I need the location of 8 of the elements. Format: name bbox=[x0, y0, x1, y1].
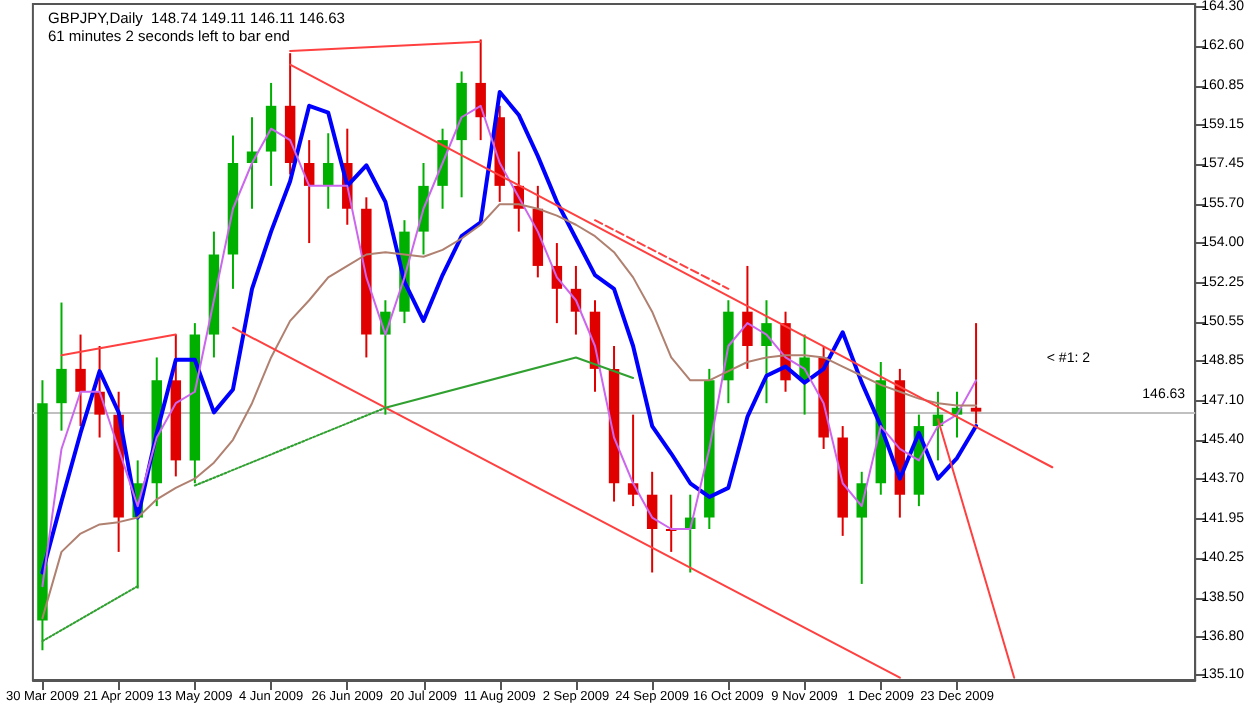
candlestick bbox=[970, 322, 982, 425]
candlestick bbox=[742, 264, 753, 370]
candlestick bbox=[418, 161, 429, 256]
candlestick bbox=[761, 299, 772, 405]
candlestick bbox=[56, 301, 67, 432]
candlestick bbox=[475, 38, 486, 142]
candlestick bbox=[75, 333, 86, 428]
candlestick bbox=[323, 132, 334, 210]
